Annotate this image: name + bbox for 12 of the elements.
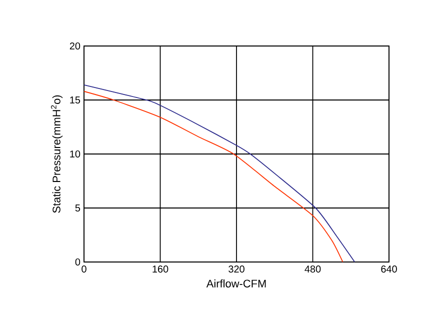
y-tick-label: 5 <box>75 204 80 212</box>
x-tick-label: 480 <box>304 266 321 273</box>
y-axis-title: Static Pressure(mmH$^{2}$o) <box>50 95 63 213</box>
y-tick-label: 20 <box>70 42 80 50</box>
x-axis-title: Airflow-CFM <box>206 279 266 288</box>
y-tick-label: 15 <box>70 96 80 104</box>
x-tick-label: 0 <box>82 266 86 273</box>
y-tick-label: 10 <box>70 150 80 158</box>
x-tick-label: 320 <box>228 266 244 273</box>
x-tick-label: 160 <box>152 266 168 273</box>
x-tick-label: 640 <box>381 266 397 273</box>
y-tick-label: 0 <box>75 258 80 266</box>
